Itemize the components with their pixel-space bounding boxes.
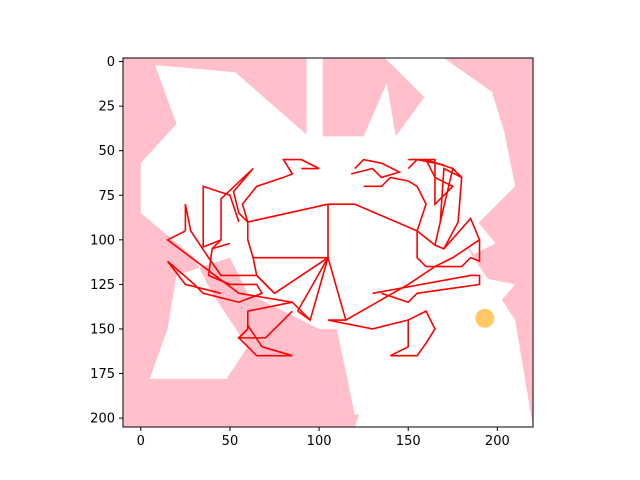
y-tick-label: 100	[90, 233, 115, 248]
y-tick-label: 0	[107, 55, 115, 70]
y-tick-label: 150	[90, 322, 115, 337]
y-tick-label: 125	[90, 278, 115, 293]
x-tick-label: 150	[396, 434, 421, 449]
x-tick-label: 200	[485, 434, 510, 449]
y-tick-label: 75	[98, 189, 115, 204]
y-tick-label: 200	[90, 412, 115, 427]
plot-area	[123, 58, 533, 427]
y-tick-label: 25	[98, 100, 115, 115]
marker-layer	[475, 309, 494, 328]
x-tick-label: 0	[137, 434, 145, 449]
x-tick-label: 50	[222, 434, 239, 449]
y-tick-label: 175	[90, 367, 115, 382]
orange-circle-marker	[475, 309, 494, 328]
y-tick-label: 50	[98, 144, 115, 159]
x-tick-label: 100	[307, 434, 332, 449]
y-axis: 0 25 50 75 100 125 150 175 200	[90, 55, 123, 427]
x-axis: 0 50 100 150 200	[137, 427, 510, 449]
